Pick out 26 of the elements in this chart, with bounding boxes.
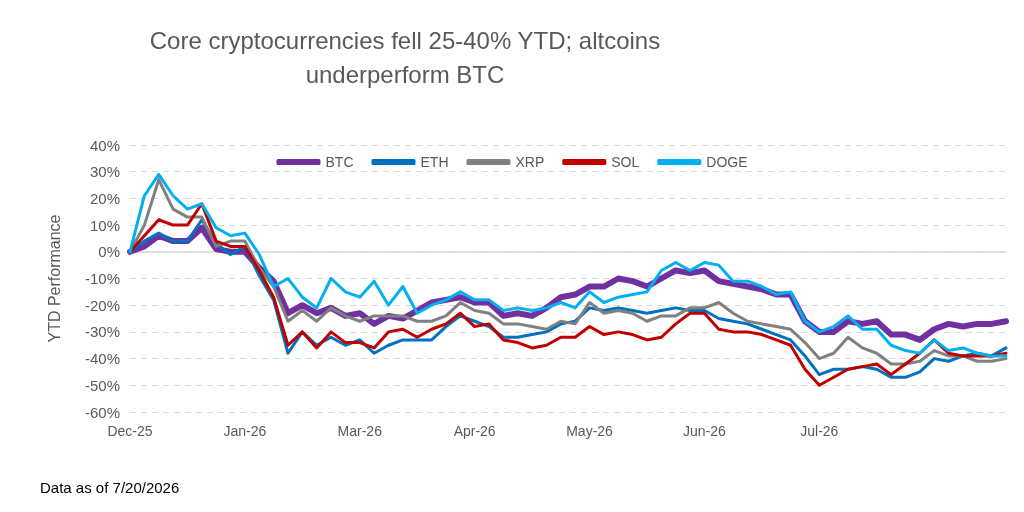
legend-label: XRP bbox=[515, 154, 545, 170]
y-tick-label: -60% bbox=[84, 403, 120, 421]
legend-label: BTC bbox=[325, 154, 354, 170]
legend-label: DOGE bbox=[706, 154, 748, 170]
legend-label: ETH bbox=[420, 154, 449, 170]
x-tick-label: Jan-26 bbox=[223, 423, 267, 439]
y-tick-label: -50% bbox=[84, 376, 120, 394]
text: Data as of 7/20/2026 bbox=[40, 479, 180, 496]
y-tick-label: -10% bbox=[84, 270, 120, 287]
y-tick-label: 20% bbox=[89, 189, 120, 207]
y-tick-label: -30% bbox=[84, 323, 120, 341]
x-tick-label: May-26 bbox=[566, 423, 614, 439]
x-tick-label: Apr-26 bbox=[453, 423, 496, 439]
legend-label: SOL bbox=[611, 154, 640, 170]
y-tick-label: 40% bbox=[89, 136, 120, 154]
y-tick-label: -20% bbox=[84, 296, 120, 314]
y-tick-label: 10% bbox=[89, 216, 120, 234]
y-tick-label: -40% bbox=[84, 350, 120, 368]
y-tick-label: 30% bbox=[89, 163, 120, 181]
x-tick-label: Jun-26 bbox=[683, 423, 727, 439]
y-tick-label: 0% bbox=[98, 243, 120, 261]
x-tick-label: Jul-26 bbox=[800, 423, 839, 439]
x-tick-label: Mar-26 bbox=[337, 423, 383, 439]
x-tick-label: Dec-25 bbox=[107, 423, 153, 439]
chart-title: Core cryptocurrencies fell 25-40% YTD; altcoins underperform BTC bbox=[149, 26, 661, 88]
y-axis-title: YTD Performance bbox=[45, 214, 63, 343]
